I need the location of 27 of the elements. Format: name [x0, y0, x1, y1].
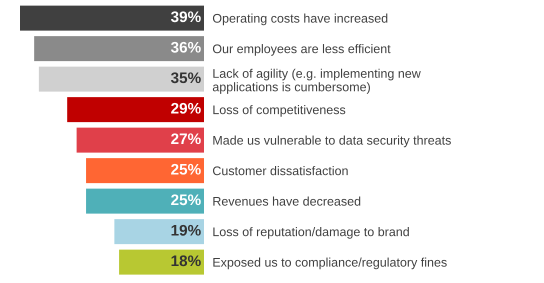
bar — [20, 6, 204, 31]
data-label: 27% — [171, 133, 201, 144]
y-tick-label: Operating costs have increased — [212, 14, 388, 26]
data-label: 18% — [172, 255, 201, 266]
y-tick-label: Our employees are less efficient — [212, 44, 391, 56]
bar — [34, 36, 204, 62]
bar — [38, 66, 204, 92]
data-label: 25% — [171, 164, 201, 175]
data-label: 36% — [170, 42, 201, 53]
y-tick-label: Exposed us to compliance/regulatory fines — [213, 258, 447, 270]
bar — [67, 97, 204, 122]
bar — [114, 219, 204, 244]
bar — [86, 188, 204, 214]
data-label: 39% — [170, 11, 201, 22]
bar — [86, 158, 204, 184]
bar — [119, 250, 204, 275]
data-label: 19% — [172, 224, 201, 236]
bar — [76, 128, 204, 153]
data-label: 25% — [171, 194, 201, 206]
data-label: 35% — [170, 72, 201, 84]
y-tick-label: Revenues have decreased — [213, 196, 360, 206]
y-tick-label: Made us vulnerable to data security threats — [213, 136, 451, 148]
y-tick-label: Loss of competitiveness — [213, 105, 346, 117]
y-tick-label: Loss of reputation/damage to brand — [213, 227, 409, 239]
y-tick-label: Lack of agility (e.g. implementing new applications is cumbersome) — [212, 68, 421, 94]
data-label: 29% — [171, 102, 201, 114]
y-tick-label: Customer dissatisfaction — [212, 166, 348, 176]
